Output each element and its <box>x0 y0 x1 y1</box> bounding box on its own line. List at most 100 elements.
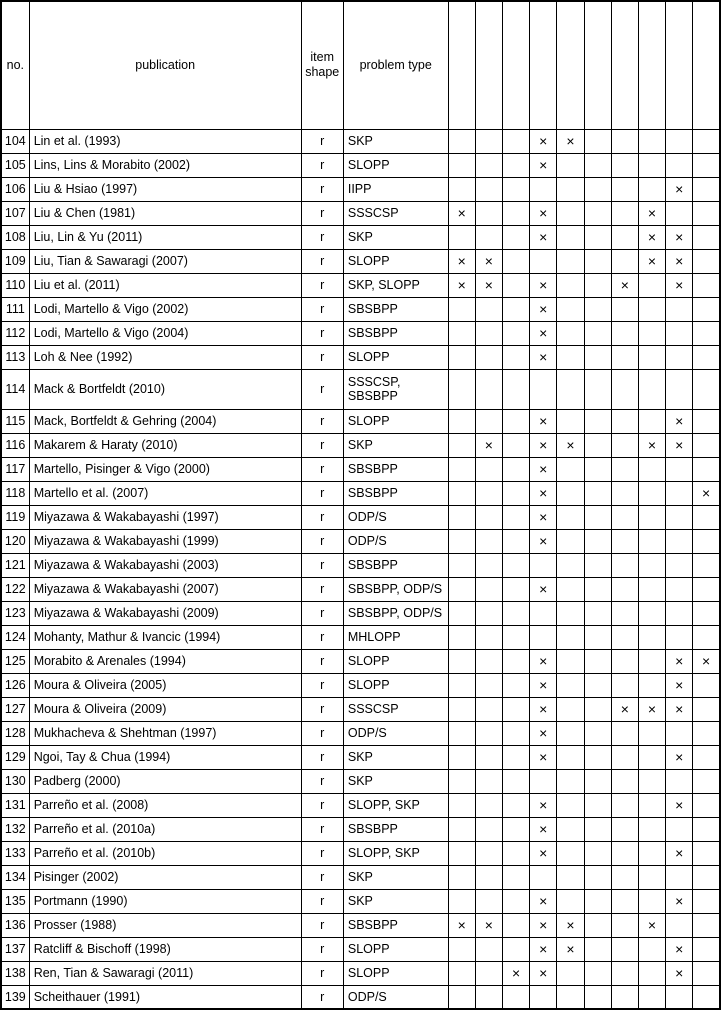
cell-item-shape: r <box>301 297 343 321</box>
cell-attr <box>448 697 475 721</box>
cell-no: 117 <box>1 457 29 481</box>
cell-attr <box>638 937 665 961</box>
cell-attr <box>557 673 584 697</box>
cell-publication: Parreño et al. (2010a) <box>29 817 301 841</box>
cell-attr <box>666 129 693 153</box>
cell-attr: × <box>530 129 557 153</box>
cell-attr <box>638 297 665 321</box>
cell-problem-type: SSSCSP <box>343 201 448 225</box>
cell-attr <box>611 577 638 601</box>
cell-problem-type: SKP, SLOPP <box>343 273 448 297</box>
cell-item-shape: r <box>301 985 343 1009</box>
cell-attr <box>448 409 475 433</box>
cell-problem-type: SKP <box>343 225 448 249</box>
col-positioning: positioning <box>638 1 665 129</box>
cell-attr <box>666 321 693 345</box>
cell-no: 122 <box>1 577 29 601</box>
cell-attr <box>502 505 529 529</box>
cell-attr: × <box>530 889 557 913</box>
cell-problem-type: SLOPP <box>343 937 448 961</box>
cell-attr <box>502 273 529 297</box>
cell-attr <box>666 865 693 889</box>
cell-attr: × <box>666 409 693 433</box>
cell-attr <box>638 961 665 985</box>
cell-attr <box>666 601 693 625</box>
cell-item-shape: r <box>301 841 343 865</box>
cell-attr <box>475 961 502 985</box>
cell-attr <box>693 129 720 153</box>
cell-attr <box>584 649 611 673</box>
cell-attr <box>448 505 475 529</box>
cell-attr <box>448 769 475 793</box>
cell-item-shape: r <box>301 249 343 273</box>
cell-attr <box>693 553 720 577</box>
cell-attr <box>502 577 529 601</box>
cell-attr <box>475 649 502 673</box>
cell-attr <box>475 937 502 961</box>
cell-attr <box>638 345 665 369</box>
cell-attr <box>638 577 665 601</box>
cell-attr <box>611 553 638 577</box>
cell-attr <box>693 673 720 697</box>
cell-item-shape: r <box>301 913 343 937</box>
cell-attr <box>693 297 720 321</box>
publications-table: no. publication item shape problem type … <box>0 0 721 1010</box>
cell-attr <box>611 937 638 961</box>
cell-no: 133 <box>1 841 29 865</box>
cell-attr <box>448 553 475 577</box>
cell-attr: × <box>448 201 475 225</box>
cell-attr <box>638 177 665 201</box>
cell-attr <box>448 601 475 625</box>
cell-attr <box>502 409 529 433</box>
cell-attr <box>584 697 611 721</box>
cell-attr <box>448 793 475 817</box>
cell-attr <box>502 529 529 553</box>
table-row: 117Martello, Pisinger & Vigo (2000)rSBSB… <box>1 457 720 481</box>
cell-attr <box>638 153 665 177</box>
cell-attr <box>693 433 720 457</box>
cell-attr <box>693 865 720 889</box>
cell-item-shape: r <box>301 529 343 553</box>
cell-item-shape: r <box>301 577 343 601</box>
cell-attr <box>611 249 638 273</box>
cell-item-shape: r <box>301 673 343 697</box>
cell-item-shape: r <box>301 225 343 249</box>
cell-no: 105 <box>1 153 29 177</box>
cell-attr <box>693 153 720 177</box>
cell-attr <box>584 769 611 793</box>
cell-attr <box>584 273 611 297</box>
cell-publication: Lin et al. (1993) <box>29 129 301 153</box>
cell-attr <box>448 369 475 409</box>
cell-item-shape: r <box>301 505 343 529</box>
cell-item-shape: r <box>301 369 343 409</box>
col-allocation: allocation <box>611 1 638 129</box>
cell-no: 124 <box>1 625 29 649</box>
cell-attr <box>448 673 475 697</box>
cell-publication: Liu & Hsiao (1997) <box>29 177 301 201</box>
table-row: 110Liu et al. (2011)rSKP, SLOPP××××× <box>1 273 720 297</box>
cell-attr <box>502 153 529 177</box>
cell-attr <box>502 937 529 961</box>
cell-attr <box>557 369 584 409</box>
cell-attr <box>502 697 529 721</box>
cell-item-shape: r <box>301 201 343 225</box>
cell-attr <box>502 225 529 249</box>
cell-attr <box>638 745 665 769</box>
cell-attr <box>638 625 665 649</box>
cell-attr <box>638 553 665 577</box>
col-item-shape: item shape <box>301 1 343 129</box>
cell-attr <box>693 817 720 841</box>
cell-item-shape: r <box>301 889 343 913</box>
col-stacking: stacking <box>557 1 584 129</box>
cell-attr <box>666 297 693 321</box>
cell-attr <box>448 841 475 865</box>
table-row: 125Morabito & Arenales (1994)rSLOPP××× <box>1 649 720 673</box>
cell-attr: × <box>530 793 557 817</box>
cell-no: 131 <box>1 793 29 817</box>
cell-attr <box>584 321 611 345</box>
cell-item-shape: r <box>301 961 343 985</box>
cell-attr <box>584 457 611 481</box>
table-row: 122Miyazawa & Wakabayashi (2007)rSBSBPP,… <box>1 577 720 601</box>
col-complete-shipment: complete shipment <box>584 1 611 129</box>
cell-attr <box>693 985 720 1009</box>
